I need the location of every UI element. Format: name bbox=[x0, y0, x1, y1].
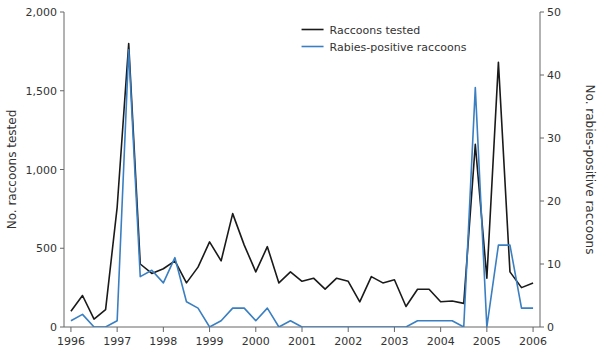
y2-axis-label: No. rabies-positive raccoons bbox=[583, 85, 597, 255]
x-tick-label: 1996 bbox=[57, 335, 85, 348]
y-tick-label: 1,000 bbox=[26, 164, 58, 177]
series-line bbox=[71, 50, 533, 327]
x-tick-label: 1997 bbox=[103, 335, 131, 348]
x-tick-label: 2001 bbox=[288, 335, 316, 348]
y-tick bbox=[60, 169, 64, 170]
x-tick bbox=[163, 327, 164, 332]
y2-tick-label: 20 bbox=[547, 195, 561, 208]
legend-swatch bbox=[302, 29, 324, 31]
x-tick-label: 2003 bbox=[380, 335, 408, 348]
legend-background bbox=[295, 14, 474, 62]
x-tick-label: 1999 bbox=[196, 335, 224, 348]
legend-label: Rabies-positive raccoons bbox=[330, 41, 467, 54]
x-tick bbox=[440, 327, 441, 332]
y-axis-label: No. raccoons tested bbox=[5, 110, 19, 230]
x-tick-label: 2000 bbox=[242, 335, 270, 348]
y2-tick bbox=[540, 138, 544, 139]
legend-swatch bbox=[302, 46, 324, 48]
x-tick bbox=[255, 327, 256, 332]
x-tick-label: 2005 bbox=[473, 335, 501, 348]
y2-tick-label: 10 bbox=[547, 258, 561, 271]
y-tick-label: 500 bbox=[36, 242, 57, 255]
x-tick bbox=[348, 327, 349, 332]
x-tick bbox=[117, 327, 118, 332]
y-tick bbox=[60, 248, 64, 249]
y-tick bbox=[60, 327, 64, 328]
x-tick-label: 2004 bbox=[427, 335, 455, 348]
chart: 1996199719981999200020012002200320042005… bbox=[0, 0, 600, 355]
x-tick-label: 2006 bbox=[519, 335, 547, 348]
y2-tick bbox=[540, 75, 544, 76]
y2-tick bbox=[540, 201, 544, 202]
plot-area bbox=[71, 44, 533, 328]
y-tick-label: 2,000 bbox=[26, 6, 58, 19]
y-tick bbox=[60, 90, 64, 91]
y2-tick-label: 40 bbox=[547, 69, 561, 82]
x-tick bbox=[394, 327, 395, 332]
y2-axis-line bbox=[540, 12, 541, 327]
y2-tick bbox=[540, 12, 544, 13]
y2-tick-label: 0 bbox=[547, 321, 554, 334]
y2-tick-label: 50 bbox=[547, 6, 561, 19]
x-tick bbox=[209, 327, 210, 332]
series-line bbox=[71, 44, 533, 320]
x-tick bbox=[533, 327, 534, 332]
x-tick bbox=[486, 327, 487, 332]
y2-tick bbox=[540, 327, 544, 328]
x-tick-label: 1998 bbox=[149, 335, 177, 348]
y-tick-label: 0 bbox=[50, 321, 57, 334]
x-tick bbox=[70, 327, 71, 332]
y2-tick-label: 30 bbox=[547, 132, 561, 145]
legend-label: Raccoons tested bbox=[330, 24, 421, 37]
legend: Raccoons tested Rabies-positive raccoons bbox=[295, 14, 474, 62]
y-tick bbox=[60, 12, 64, 13]
x-tick-label: 2002 bbox=[334, 335, 362, 348]
x-tick bbox=[302, 327, 303, 332]
y-tick-label: 1,500 bbox=[26, 85, 58, 98]
y2-tick bbox=[540, 264, 544, 265]
